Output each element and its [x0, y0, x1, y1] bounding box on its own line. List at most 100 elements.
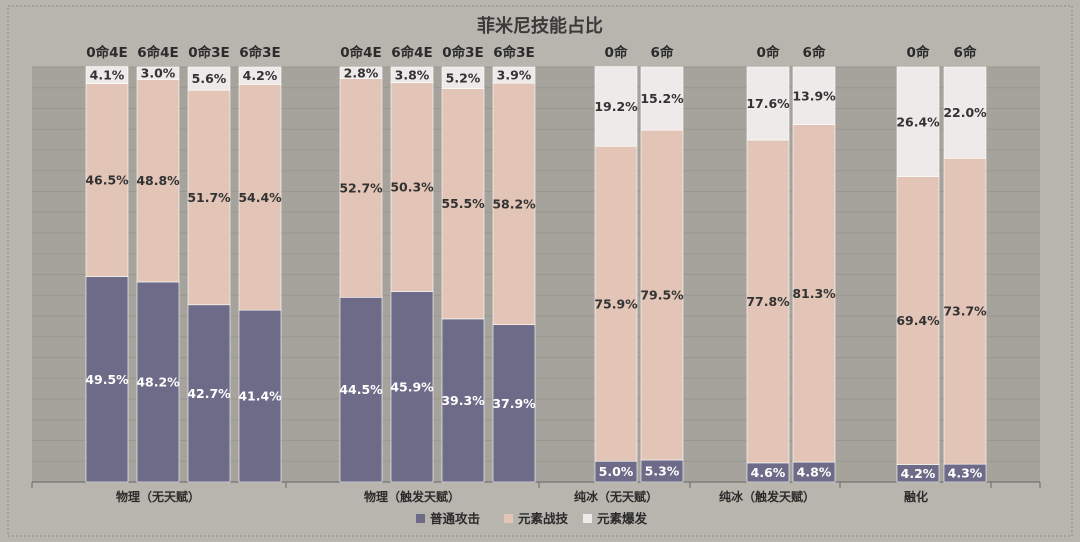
- data-label: 3.9%: [497, 68, 532, 83]
- legend-label: 元素战技: [518, 511, 569, 526]
- bar-header-label: 6命: [954, 44, 977, 61]
- elemental-burst-segment: [85, 66, 129, 84]
- elemental-skill-segment: [187, 89, 231, 306]
- bar-header-label: 6命4E: [391, 44, 433, 61]
- data-label: 19.2%: [594, 99, 638, 114]
- data-label: 5.2%: [446, 70, 481, 85]
- normal-attack-segment: [85, 276, 129, 483]
- bar-header-label: 0命4E: [340, 44, 382, 61]
- data-label: 15.2%: [640, 91, 684, 106]
- elemental-skill-segment: [136, 79, 180, 283]
- elemental-burst-segment: [594, 66, 638, 147]
- normal-attack-segment: [187, 304, 231, 483]
- group-axis-label: 物理（触发天赋）: [364, 489, 460, 504]
- bar-header-label: 0命4E: [86, 44, 128, 61]
- elemental-skill-segment: [339, 78, 383, 298]
- elemental-burst-segment: [492, 66, 536, 84]
- data-label: 4.8%: [797, 465, 832, 480]
- data-label: 54.4%: [238, 190, 282, 205]
- data-label: 44.5%: [339, 382, 383, 397]
- bar-header-label: 0命: [757, 44, 780, 61]
- legend: 普通攻击 元素战技 元素爆发: [416, 511, 648, 526]
- elemental-burst-segment: [943, 66, 987, 159]
- elemental-skill-segment: [594, 145, 638, 462]
- data-label: 50.3%: [390, 180, 434, 195]
- group-axis-label: 纯冰（无天赋）: [574, 489, 658, 504]
- normal-attack-segment: [492, 324, 536, 483]
- data-label: 42.7%: [187, 386, 231, 401]
- elemental-skill-segment: [943, 158, 987, 465]
- normal-attack-segment: [136, 281, 180, 483]
- bar-header-label: 6命: [651, 44, 674, 61]
- elemental-skill-segment: [746, 139, 790, 464]
- data-label: 2.8%: [344, 65, 379, 80]
- data-label: 45.9%: [390, 379, 434, 394]
- elemental-burst-segment: [339, 66, 383, 79]
- data-label: 22.0%: [943, 105, 987, 120]
- data-label: 5.6%: [192, 71, 227, 86]
- data-label: 81.3%: [792, 286, 836, 301]
- bar-header-label: 0命3E: [442, 44, 484, 61]
- bar-header-label: 6命3E: [239, 44, 281, 61]
- data-label: 37.9%: [492, 396, 536, 411]
- data-label: 75.9%: [594, 296, 638, 311]
- group-axis-label: 物理（无天赋）: [116, 489, 200, 504]
- data-label: 26.4%: [896, 114, 940, 129]
- elemental-burst-segment: [792, 66, 836, 125]
- data-label: 4.2%: [243, 68, 278, 83]
- plot-area: 49.5% 46.5% 4.1% 0命4E 48.2% 48.8% 3.0% 6命4E 42.7…: [31, 44, 1041, 504]
- bar-header-label: 0命: [605, 44, 628, 61]
- elemental-burst-segment: [441, 66, 485, 89]
- data-label: 48.8%: [136, 173, 180, 188]
- data-label: 46.5%: [85, 173, 129, 188]
- legend-swatch: [416, 514, 425, 523]
- data-label: 41.4%: [238, 389, 282, 404]
- elemental-skill-segment: [792, 124, 836, 463]
- data-label: 5.0%: [599, 464, 634, 479]
- elemental-skill-segment: [390, 82, 434, 292]
- data-label: 77.8%: [746, 294, 790, 309]
- data-label: 4.6%: [751, 465, 786, 480]
- data-label: 13.9%: [792, 88, 836, 103]
- elemental-skill-segment: [85, 83, 129, 277]
- group-axis-label: 纯冰（触发天赋）: [719, 489, 815, 504]
- legend-swatch: [504, 514, 513, 523]
- data-label: 58.2%: [492, 196, 536, 211]
- elemental-skill-segment: [238, 84, 282, 311]
- data-label: 39.3%: [441, 393, 485, 408]
- elemental-burst-segment: [136, 66, 180, 80]
- group-axis-label: 融化: [904, 489, 928, 504]
- data-label: 52.7%: [339, 180, 383, 195]
- elemental-skill-segment: [896, 176, 940, 465]
- data-label: 73.7%: [943, 304, 987, 319]
- elemental-skill-segment: [492, 82, 536, 326]
- data-label: 4.2%: [901, 466, 936, 481]
- data-label: 17.6%: [746, 96, 790, 111]
- elemental-burst-segment: [390, 66, 434, 84]
- data-label: 49.5%: [85, 372, 129, 387]
- data-label: 69.4%: [896, 313, 940, 328]
- elemental-burst-segment: [238, 66, 282, 85]
- normal-attack-segment: [339, 297, 383, 483]
- elemental-burst-segment: [640, 66, 684, 131]
- data-label: 51.7%: [187, 190, 231, 205]
- normal-attack-segment: [238, 309, 282, 483]
- bar-header-label: 6命4E: [137, 44, 179, 61]
- legend-label: 普通攻击: [430, 511, 480, 526]
- elemental-skill-segment: [441, 88, 485, 320]
- data-label: 3.0%: [141, 66, 176, 81]
- data-label: 55.5%: [441, 196, 485, 211]
- data-label: 5.3%: [645, 464, 680, 479]
- data-label: 4.1%: [90, 68, 125, 83]
- normal-attack-segment: [390, 291, 434, 483]
- elemental-skill-segment: [640, 129, 684, 461]
- legend-swatch: [583, 514, 592, 523]
- chart-border: [7, 5, 1073, 537]
- bar-header-label: 0命3E: [188, 44, 230, 61]
- elemental-burst-segment: [746, 66, 790, 141]
- bar-header-label: 6命3E: [493, 44, 535, 61]
- data-label: 79.5%: [640, 288, 684, 303]
- chart-title: 菲米尼技能占比: [477, 15, 603, 37]
- data-label: 4.3%: [948, 466, 983, 481]
